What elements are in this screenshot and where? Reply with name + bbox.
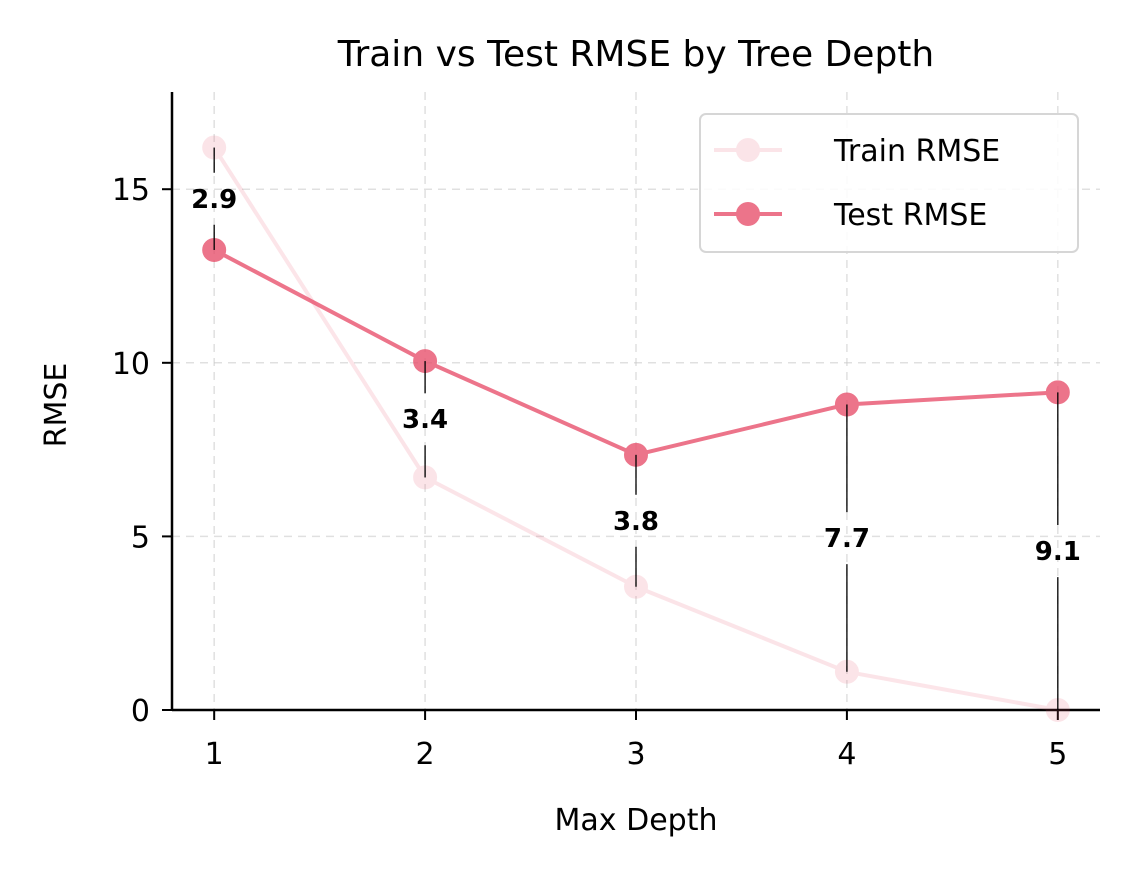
x-tick-label-4: 4 xyxy=(837,737,856,772)
x-tick-label-1: 1 xyxy=(205,737,224,772)
gap-annotations: 2.9 3.4 3.8 7.7 9.1 xyxy=(191,147,1081,710)
gap-label-3: 3.8 xyxy=(613,507,659,537)
y-tick-label-4: 15 xyxy=(112,173,150,208)
gap-label-4: 7.7 xyxy=(824,524,870,554)
legend-box xyxy=(699,113,1079,253)
legend-label-1: Train RMSE xyxy=(833,134,1000,169)
y-tick-label-1: 0 xyxy=(131,694,150,729)
y-tick-label-3: 10 xyxy=(112,347,150,382)
x-tick-label-5: 5 xyxy=(1048,737,1067,772)
gap-label-1: 2.9 xyxy=(191,185,237,215)
chart-title: Train vs Test RMSE by Tree Depth xyxy=(337,34,934,75)
gap-label-2: 3.4 xyxy=(402,405,448,435)
axes: 1 2 3 4 5 0 5 10 15 xyxy=(112,92,1100,772)
legend-label-2: Test RMSE xyxy=(833,198,987,233)
legend-marker-1 xyxy=(736,138,760,162)
legend: Train RMSE Test RMSE xyxy=(699,113,1079,253)
legend-marker-2 xyxy=(736,202,760,226)
y-tick-label-2: 5 xyxy=(131,520,150,555)
legend-swatch-1 xyxy=(714,138,782,162)
legend-swatch-2 xyxy=(714,202,782,226)
gap-label-5: 9.1 xyxy=(1035,537,1081,567)
x-tick-label-3: 3 xyxy=(626,737,645,772)
y-axis-title: RMSE xyxy=(39,363,74,448)
x-tick-label-2: 2 xyxy=(416,737,435,772)
x-axis-title: Max Depth xyxy=(555,803,718,838)
